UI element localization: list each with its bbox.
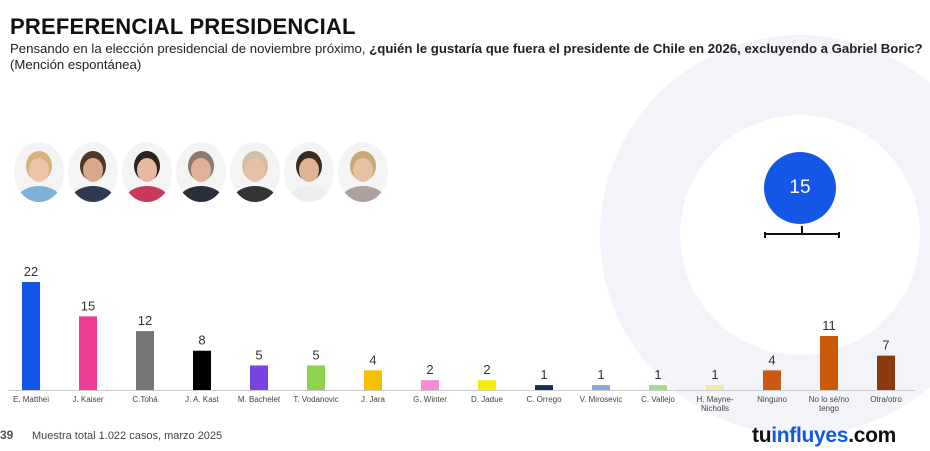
category-label: D. Jadue <box>471 395 504 404</box>
data-label: 15 <box>81 298 95 313</box>
data-label: 2 <box>426 362 433 377</box>
category-label: V. Mirosevic <box>580 395 623 404</box>
bar <box>478 380 496 390</box>
bar <box>364 370 382 390</box>
question-text: Pensando en la elección presidencial de … <box>10 41 925 73</box>
category-label: No lo sé/no tengo <box>809 395 850 413</box>
bar <box>307 365 325 390</box>
bar <box>820 336 838 390</box>
data-label: 1 <box>654 367 661 382</box>
matthei-photo <box>14 142 64 202</box>
data-label: 5 <box>312 347 319 362</box>
category-label: C. Vallejo <box>641 395 675 404</box>
question-intro: Pensando en la elección presidencial de … <box>10 41 370 56</box>
data-label: 11 <box>822 318 836 333</box>
category-label: J. Kaiser <box>72 395 103 404</box>
bar <box>22 282 40 390</box>
data-label: 7 <box>882 338 889 353</box>
data-label: 12 <box>138 313 152 328</box>
bar <box>79 316 97 390</box>
category-label: G. Winter <box>413 395 447 404</box>
bar <box>592 385 610 390</box>
page-title: PREFERENCIAL PRESIDENCIAL <box>10 14 356 39</box>
category-label: J. Jara <box>361 395 386 404</box>
data-label: 4 <box>369 352 376 367</box>
category-label: M. Bachelet <box>238 395 281 404</box>
data-label: 22 <box>24 264 38 279</box>
category-label: Otra/otro <box>870 395 902 404</box>
category-label: J. A. Kast <box>185 395 220 404</box>
toha-photo <box>122 142 172 202</box>
kaiser-photo <box>68 142 118 202</box>
sample-note: Muestra total 1.022 casos, marzo 2025 <box>32 430 223 442</box>
data-label: 1 <box>711 367 718 382</box>
bar <box>706 385 724 390</box>
vodanovic-photo <box>284 142 334 202</box>
data-label: 2 <box>483 362 490 377</box>
category-label: C. Orrego <box>526 395 562 404</box>
bar <box>877 355 895 390</box>
question-note: (Mención espontánea) <box>10 57 142 72</box>
jara-photo <box>338 142 388 202</box>
question-bold: ¿quién le gustaría que fuera el presiden… <box>369 41 923 56</box>
bar <box>193 350 211 390</box>
data-label: 8 <box>198 333 205 348</box>
category-label: Ninguno <box>757 395 787 404</box>
category-label: T. Vodanovic <box>293 395 338 404</box>
bar <box>136 331 154 390</box>
bar <box>421 380 439 390</box>
category-label: H. Mayne-Nicholls <box>697 395 734 413</box>
data-label: 4 <box>768 352 775 367</box>
bachelet-photo <box>230 142 280 202</box>
bar <box>535 385 553 390</box>
category-label: E. Matthei <box>13 395 49 404</box>
page-number: 39 <box>0 428 14 442</box>
kast-photo <box>176 142 226 202</box>
bar <box>763 370 781 390</box>
bar <box>250 365 268 390</box>
bracket-total-bubble: 15 <box>764 152 836 224</box>
bar <box>649 385 667 390</box>
data-label: 1 <box>597 367 604 382</box>
brand-logo: tuinfluyes.com <box>752 424 897 447</box>
category-label: C.Tohá <box>132 395 158 404</box>
data-label: 5 <box>255 347 262 362</box>
data-label: 1 <box>540 367 547 382</box>
bracket <box>764 226 840 238</box>
